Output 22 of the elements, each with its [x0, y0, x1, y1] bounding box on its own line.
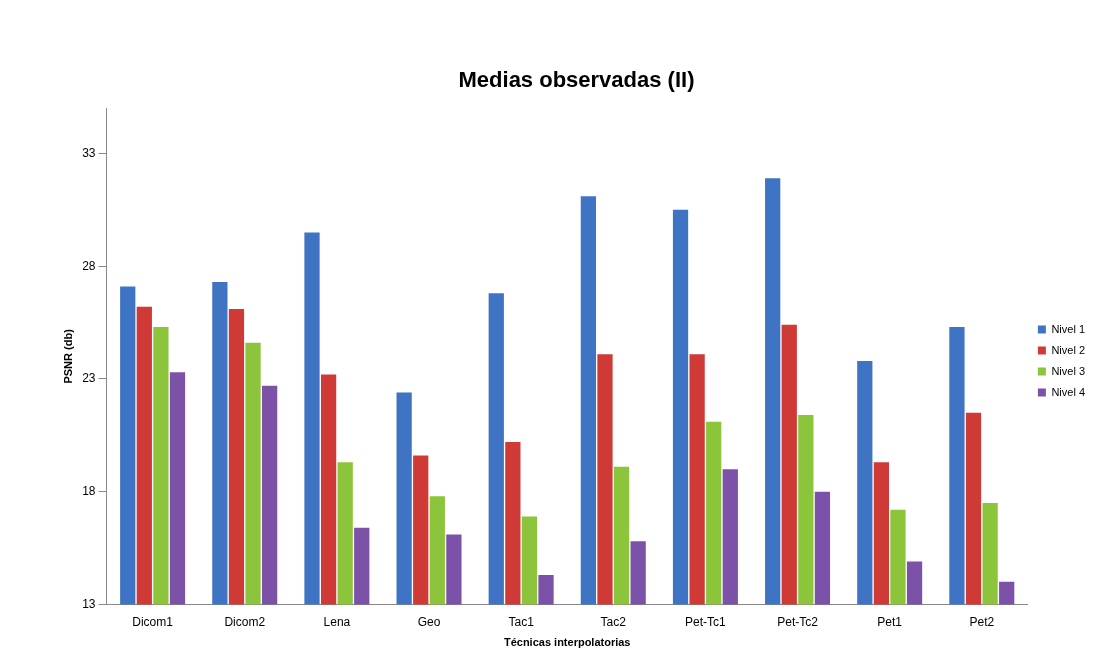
y-tick-label: 23 — [82, 371, 96, 386]
legend-label: Nivel 4 — [1051, 385, 1085, 398]
x-tick-label: Lena — [323, 614, 351, 629]
x-axis-title: Técnicas interpolatorias — [503, 636, 631, 649]
x-tick-label: Tac1 — [508, 614, 535, 629]
y-tick-label: 13 — [82, 596, 96, 611]
x-tick-label: Pet-Tc2 — [777, 614, 819, 629]
legend-label: Nivel 2 — [1051, 343, 1085, 356]
legend-label: Nivel 3 — [1051, 364, 1085, 377]
x-tick-label: Pet-Tc1 — [685, 614, 727, 629]
x-tick-label: Dicom1 — [132, 614, 174, 629]
legend-label: Nivel 1 — [1051, 322, 1085, 335]
x-tick-label: Tac2 — [600, 614, 627, 629]
x-tick-label: Pet2 — [969, 614, 995, 629]
x-tick-label: Pet1 — [877, 614, 903, 629]
y-axis-title: PSNR (db) — [61, 328, 74, 384]
y-tick-label: 18 — [82, 483, 96, 498]
x-tick-label: Geo — [417, 614, 441, 629]
y-tick-label: 33 — [82, 145, 96, 160]
x-tick-label: Dicom2 — [224, 614, 266, 629]
y-tick-label: 28 — [82, 258, 96, 273]
chart-title: Medias observadas (II) — [458, 67, 695, 93]
